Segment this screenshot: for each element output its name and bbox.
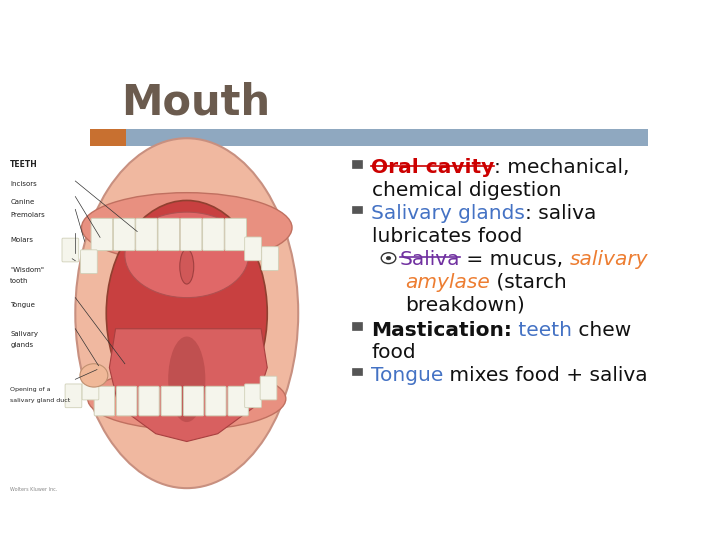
FancyBboxPatch shape (225, 218, 246, 251)
FancyBboxPatch shape (117, 386, 137, 416)
Text: chew: chew (572, 321, 631, 340)
Text: breakdown): breakdown) (405, 295, 525, 315)
Bar (90, 129, 126, 146)
FancyBboxPatch shape (82, 376, 99, 400)
Ellipse shape (81, 193, 292, 262)
Polygon shape (109, 329, 267, 442)
Text: Oral cavity: Oral cavity (371, 158, 494, 177)
Text: Tongue: Tongue (10, 301, 35, 308)
FancyBboxPatch shape (139, 386, 159, 416)
FancyBboxPatch shape (206, 386, 226, 416)
Text: salivary gland duct: salivary gland duct (10, 397, 71, 402)
Text: Incisors: Incisors (10, 181, 37, 187)
Text: Salivary: Salivary (10, 330, 38, 337)
FancyBboxPatch shape (202, 218, 224, 251)
Text: Mouth: Mouth (121, 82, 270, 124)
Ellipse shape (180, 249, 194, 284)
Bar (352, 160, 362, 167)
FancyBboxPatch shape (62, 238, 78, 262)
FancyBboxPatch shape (260, 376, 277, 400)
Bar (352, 206, 362, 213)
Ellipse shape (125, 212, 248, 298)
Text: chemical digestion: chemical digestion (372, 181, 562, 200)
FancyBboxPatch shape (180, 218, 202, 251)
Text: amylase: amylase (405, 273, 490, 292)
Text: lubricates food: lubricates food (372, 227, 522, 246)
FancyBboxPatch shape (184, 386, 204, 416)
FancyBboxPatch shape (245, 237, 261, 261)
FancyBboxPatch shape (161, 386, 181, 416)
FancyBboxPatch shape (228, 386, 248, 416)
Text: glands: glands (10, 342, 33, 348)
Text: : saliva: : saliva (525, 204, 596, 223)
Ellipse shape (168, 336, 205, 422)
FancyBboxPatch shape (261, 247, 279, 271)
Text: (starch: (starch (490, 273, 567, 292)
Text: Salivary glands: Salivary glands (371, 204, 525, 223)
Ellipse shape (80, 364, 108, 387)
Text: Premolars: Premolars (10, 212, 45, 218)
Text: salivary: salivary (570, 250, 648, 269)
Ellipse shape (107, 200, 267, 426)
FancyBboxPatch shape (158, 218, 180, 251)
Bar (90, 129, 648, 146)
Text: mixes food + saliva: mixes food + saliva (443, 366, 648, 385)
Text: Molars: Molars (10, 238, 33, 244)
Text: = mucus,: = mucus, (460, 250, 570, 269)
FancyBboxPatch shape (135, 218, 158, 251)
Text: Canine: Canine (10, 199, 35, 205)
Text: Tongue: Tongue (371, 366, 443, 385)
Text: "Wisdom": "Wisdom" (10, 267, 45, 273)
Text: Saliva: Saliva (400, 250, 460, 269)
Bar (352, 368, 362, 375)
Text: Wolters Kluwer Inc.: Wolters Kluwer Inc. (10, 487, 58, 492)
Text: TEETH: TEETH (10, 160, 38, 168)
Ellipse shape (88, 368, 286, 430)
Bar (352, 322, 362, 329)
Circle shape (387, 256, 391, 260)
FancyBboxPatch shape (113, 218, 135, 251)
Text: tooth: tooth (10, 278, 29, 284)
Text: food: food (372, 343, 416, 362)
Ellipse shape (76, 138, 298, 488)
FancyBboxPatch shape (81, 250, 97, 274)
Text: Opening of a: Opening of a (10, 387, 51, 392)
Text: teeth: teeth (511, 321, 572, 340)
FancyBboxPatch shape (91, 218, 113, 251)
FancyBboxPatch shape (94, 386, 114, 416)
FancyBboxPatch shape (65, 384, 82, 408)
Text: : mechanical,: : mechanical, (494, 158, 629, 177)
Text: Mastication:: Mastication: (371, 321, 511, 340)
FancyBboxPatch shape (245, 384, 261, 408)
